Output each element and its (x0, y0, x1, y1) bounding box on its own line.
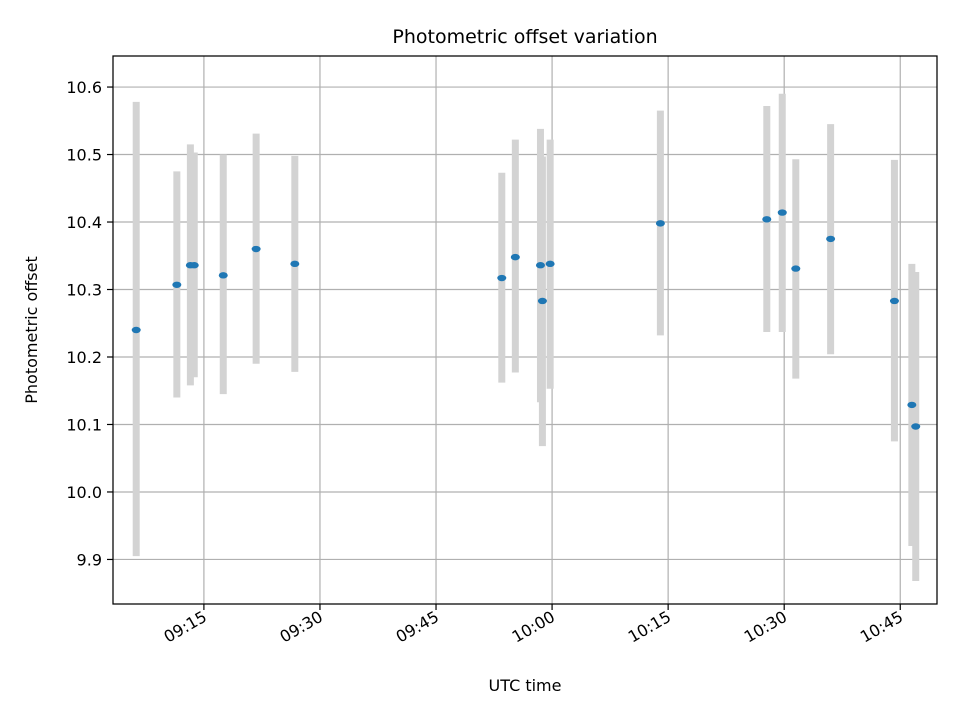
y-tick-label: 10.5 (66, 146, 102, 165)
data-point (911, 423, 921, 430)
y-axis-label: Photometric offset (22, 256, 41, 404)
x-tick-label: 09:15 (160, 607, 209, 647)
data-point (537, 297, 547, 305)
data-point (290, 260, 300, 268)
chart-title: Photometric offset variation (392, 26, 657, 48)
data-point (510, 253, 520, 261)
data-point (251, 245, 261, 253)
x-tick-label: 10:45 (857, 607, 906, 647)
data-point (791, 265, 801, 272)
data-point (218, 272, 228, 279)
y-tick-label: 9.9 (77, 550, 102, 569)
y-tick-label: 10.6 (66, 78, 102, 97)
data-point (762, 216, 772, 223)
y-tick-label: 10.3 (66, 281, 102, 300)
y-tick-label: 10.0 (66, 483, 102, 502)
data-point (655, 220, 665, 227)
data-point (535, 262, 545, 269)
data-point (907, 401, 917, 409)
x-tick-label: 10:30 (741, 607, 790, 647)
y-tick-label: 10.2 (66, 348, 102, 367)
x-tick-label: 09:30 (277, 607, 326, 647)
data-points (131, 209, 921, 430)
data-point (826, 235, 836, 243)
x-tick-label: 09:45 (393, 607, 442, 647)
plot-frame (112, 55, 938, 605)
y-tick-label: 10.1 (66, 415, 102, 434)
grid-lines (113, 56, 937, 604)
x-axis-label: UTC time (489, 676, 562, 695)
x-tick-label: 10:15 (625, 607, 674, 647)
y-tick-label: 10.4 (66, 213, 102, 232)
data-point (189, 262, 199, 269)
data-point (777, 209, 787, 216)
data-point (131, 326, 141, 334)
data-point (545, 260, 555, 268)
error-bars (132, 93, 920, 582)
data-point (172, 281, 182, 288)
data-point (497, 274, 507, 282)
x-tick-label: 10:00 (509, 607, 558, 647)
data-point (889, 297, 899, 305)
